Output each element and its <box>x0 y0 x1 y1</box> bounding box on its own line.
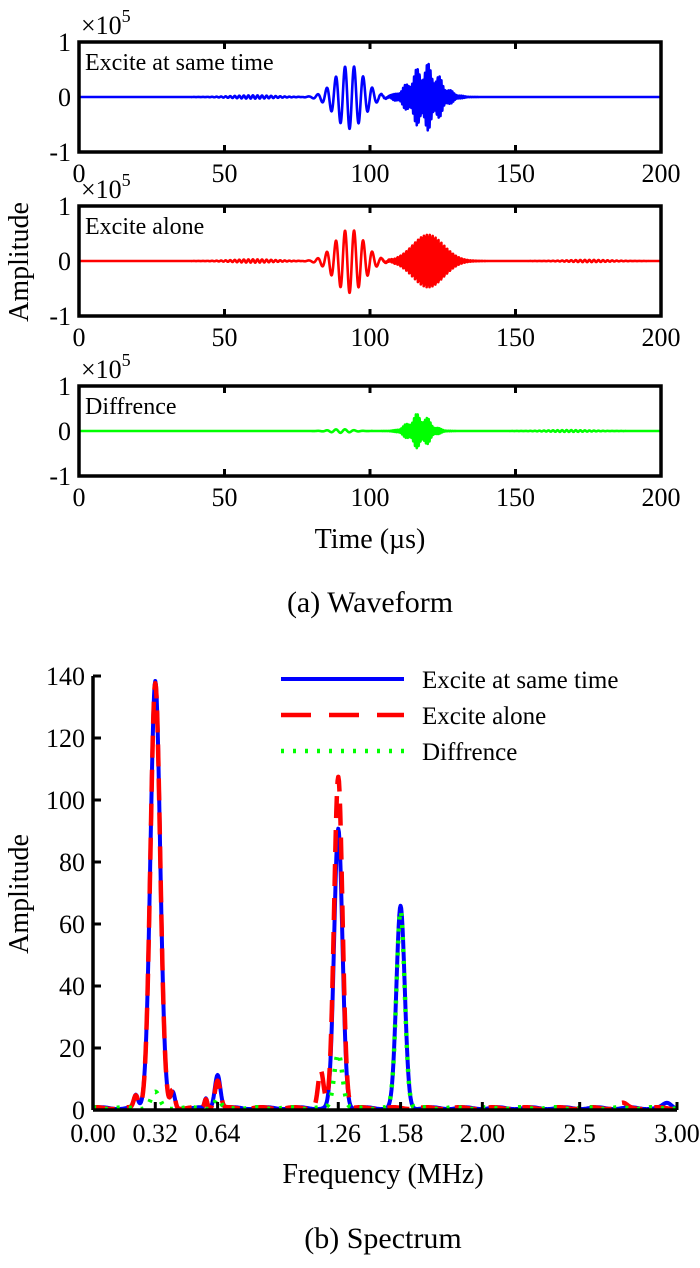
y-multiplier: ×105 <box>81 6 131 40</box>
y-tick-label: 0 <box>58 417 71 446</box>
y-multiplier-exponent: 5 <box>122 6 131 26</box>
x-tick-label: 0.00 <box>70 1119 116 1148</box>
x-tick-label: 150 <box>496 323 535 352</box>
legend-label: Excite at same time <box>422 667 618 694</box>
x-tick-label: 50 <box>212 323 238 352</box>
legend-label: Excite alone <box>422 703 546 730</box>
x-tick-label: 0.32 <box>133 1119 179 1148</box>
x-tick-label: 0 <box>73 323 86 352</box>
figure-caption: (a) Waveform <box>287 586 453 619</box>
y-tick-label: 0 <box>58 83 71 112</box>
x-tick-label: 2.5 <box>563 1119 596 1148</box>
y-multiplier: ×105 <box>81 170 131 204</box>
panel-label: Diffrence <box>85 394 177 420</box>
x-axis-title: Frequency (MHz) <box>282 1159 483 1190</box>
y-tick-label: 60 <box>59 910 85 939</box>
spectrum-series-1 <box>91 678 679 1112</box>
y-multiplier: ×105 <box>81 350 131 384</box>
y-tick-label: -1 <box>49 302 71 331</box>
y-multiplier-exponent: 5 <box>122 350 131 370</box>
y-tick-label: 1 <box>58 28 71 57</box>
legend-item: Diffrence <box>281 739 517 766</box>
waveform-line <box>77 229 663 295</box>
x-tick-label: 50 <box>212 159 238 188</box>
y-tick-label: 120 <box>46 724 85 753</box>
y-tick-label: 1 <box>58 372 71 401</box>
x-tick-label: 0 <box>73 159 86 188</box>
x-tick-label: 200 <box>642 483 681 512</box>
waveform-line <box>77 62 663 132</box>
legend-item: Excite alone <box>281 703 546 730</box>
panel-label: Excite alone <box>85 214 204 240</box>
x-tick-label: 150 <box>496 159 535 188</box>
spectrum-figure: 0 20 40 60 80 100 120 140 0.00 0.32 0.64 1.26 1.58 2.… <box>4 662 700 1255</box>
x-tick-label: 150 <box>496 483 535 512</box>
y-axis-title: Amplitude <box>4 202 35 322</box>
y-tick-label: 20 <box>59 1034 85 1063</box>
panel-label: Excite at same time <box>85 50 274 76</box>
x-tick-label: 100 <box>351 159 390 188</box>
y-tick-label: 1 <box>58 192 71 221</box>
waveform-line <box>77 413 663 450</box>
spectrum-line <box>91 678 679 1112</box>
y-tick-label: 100 <box>46 786 85 815</box>
x-tick-label: 0.64 <box>195 1119 241 1148</box>
y-tick-label: -1 <box>49 462 71 491</box>
legend: Excite at same time Excite alone Diffrence <box>281 667 618 766</box>
y-tick-label: 80 <box>59 848 85 877</box>
y-tick-label: 140 <box>46 662 85 691</box>
x-tick-label: 100 <box>351 323 390 352</box>
x-tick-label: 200 <box>642 323 681 352</box>
x-tick-label: 200 <box>642 159 681 188</box>
x-tick-label: 50 <box>212 483 238 512</box>
x-tick-label: 1.26 <box>316 1119 362 1148</box>
y-tick-label: 0 <box>72 1096 85 1125</box>
legend-item: Excite at same time <box>281 667 618 694</box>
legend-label: Diffrence <box>422 739 517 766</box>
spectrum-series-2 <box>91 680 679 1112</box>
x-tick-label: 0 <box>73 483 86 512</box>
x-tick-label: 3.00 <box>654 1119 700 1148</box>
y-tick-label: 0 <box>58 247 71 276</box>
x-tick-label: 100 <box>351 483 390 512</box>
y-tick-label: 40 <box>59 972 85 1001</box>
x-tick-label: 2.00 <box>460 1119 506 1148</box>
figure-caption: (b) Spectrum <box>304 1222 461 1255</box>
x-axis-title: Time (µs) <box>315 524 426 555</box>
spectrum-line <box>91 908 679 1112</box>
x-tick-label: 1.58 <box>378 1119 424 1148</box>
y-tick-label: -1 <box>49 138 71 167</box>
spectrum-series-3 <box>91 908 679 1112</box>
y-axis-title: Amplitude <box>4 834 35 954</box>
y-multiplier-exponent: 5 <box>122 170 131 190</box>
spectrum-line <box>91 680 679 1112</box>
